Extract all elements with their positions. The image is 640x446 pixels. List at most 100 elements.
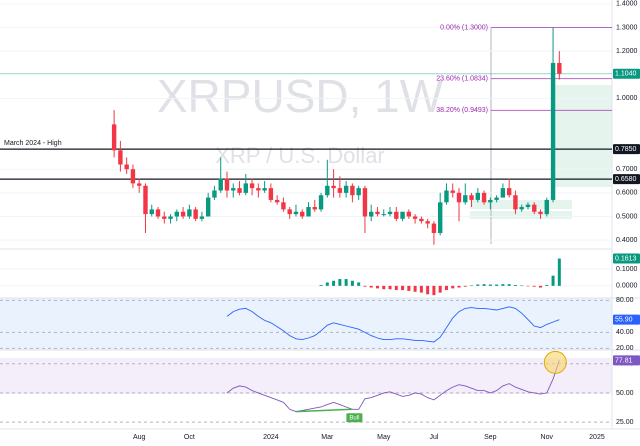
price-badge: [613, 355, 640, 366]
candle-body: [437, 202, 443, 234]
candle-body: [406, 211, 412, 217]
histogram-bar: [438, 285, 442, 293]
candle-body: [387, 211, 393, 215]
histogram-bar: [319, 285, 323, 286]
x-tick-label: May: [377, 434, 391, 441]
histogram-bar: [407, 285, 411, 291]
y-tick-label: 20.00: [616, 345, 634, 352]
candle-body: [237, 188, 242, 193]
candle-body: [174, 211, 180, 217]
histogram-bar: [357, 282, 361, 286]
price-badge: [613, 314, 640, 325]
y-tick-label: 0.6000: [616, 190, 638, 197]
candle-body: [205, 197, 211, 217]
candle-body: [343, 185, 349, 193]
x-tick-label: Nov: [541, 434, 554, 441]
y-tick-label: 40.00: [616, 329, 634, 336]
candle-body: [193, 209, 198, 219]
candle-body: [118, 150, 123, 165]
price-badge: [613, 144, 640, 155]
price-badge: [613, 253, 640, 264]
histogram-bar: [463, 285, 467, 287]
candle-body: [550, 62, 556, 200]
candle-body: [463, 195, 468, 203]
histogram-bar: [394, 285, 398, 291]
candle-body: [513, 195, 518, 210]
candle-body: [243, 183, 249, 193]
candle-body: [155, 209, 161, 217]
candle-body: [218, 178, 223, 191]
histogram-bar: [476, 284, 480, 286]
y-tick-label: 50.00: [616, 390, 634, 397]
histogram-bar: [332, 280, 336, 286]
candle-body: [312, 207, 317, 210]
candle-body: [130, 169, 136, 184]
candle-body: [456, 192, 462, 203]
histogram-bar: [363, 285, 367, 287]
histogram-bar: [501, 284, 505, 286]
y-tick-label: 0.4000: [616, 237, 638, 244]
histogram-bar: [388, 285, 392, 290]
histogram-bar: [451, 285, 455, 289]
histogram-bar: [419, 285, 423, 293]
candle-body: [262, 188, 267, 191]
candle-body: [431, 223, 437, 234]
candle-body: [475, 192, 481, 200]
candle-body: [488, 199, 493, 203]
x-tick-label: Sep: [484, 434, 497, 441]
histogram-bar: [338, 279, 342, 286]
histogram-bar: [401, 285, 405, 291]
candle-body: [180, 211, 186, 217]
candle-body: [124, 164, 129, 170]
candle-body: [231, 188, 236, 191]
candle-body: [331, 185, 336, 189]
candle-body: [506, 188, 512, 196]
histogram-bar: [350, 280, 354, 286]
histogram-bar: [369, 285, 373, 288]
histogram-bar: [557, 258, 561, 286]
candle-body: [469, 195, 474, 200]
histogram-bar: [432, 285, 436, 296]
watermark-name: XRP / U.S. Dollar: [215, 143, 385, 168]
price-badge-label: 1.1040: [615, 71, 637, 78]
candle-body: [538, 211, 543, 215]
candle-body: [375, 211, 380, 215]
candle-body: [369, 211, 374, 217]
price-badge-label: 55.90: [615, 317, 633, 324]
support-zone: [470, 200, 572, 209]
candle-body: [249, 183, 255, 189]
fib-label: 0.00% (1.3000): [440, 24, 488, 31]
candle-body: [256, 188, 261, 191]
histogram-bar: [382, 285, 386, 290]
fib-label: 23.60% (1.0834): [436, 76, 488, 83]
candle-body: [450, 190, 455, 193]
candle-body: [274, 199, 280, 203]
candle-body: [300, 211, 305, 217]
price-badge-label: 77.81: [615, 357, 633, 364]
y-tick-label: 0.1000: [616, 266, 638, 273]
histogram-bar: [513, 285, 517, 286]
price-badge-label: 0.1613: [615, 255, 637, 262]
candle-body: [162, 216, 167, 219]
candle-body: [557, 62, 562, 74]
y-tick-label: 80.00: [616, 297, 634, 304]
histogram-bar: [526, 285, 530, 287]
price-badge-label: 0.6580: [615, 176, 637, 183]
candle-body: [444, 190, 449, 203]
support-zone: [470, 211, 572, 219]
x-tick-label: Oct: [184, 434, 195, 441]
candle-body: [212, 190, 217, 198]
y-tick-label: 0.0000: [616, 283, 638, 290]
candle-body: [519, 207, 524, 210]
x-tick-label: Mar: [321, 434, 334, 441]
x-tick-label: Jul: [429, 434, 438, 441]
histogram-bar: [470, 285, 474, 286]
candle-body: [494, 197, 499, 200]
histogram-bar: [426, 285, 430, 295]
candle-body: [318, 195, 324, 210]
y-tick-label: 0.5000: [616, 213, 638, 220]
histogram-bar: [375, 285, 379, 289]
level-label: March 2024 - High: [4, 140, 62, 147]
position-zone: [555, 85, 612, 187]
